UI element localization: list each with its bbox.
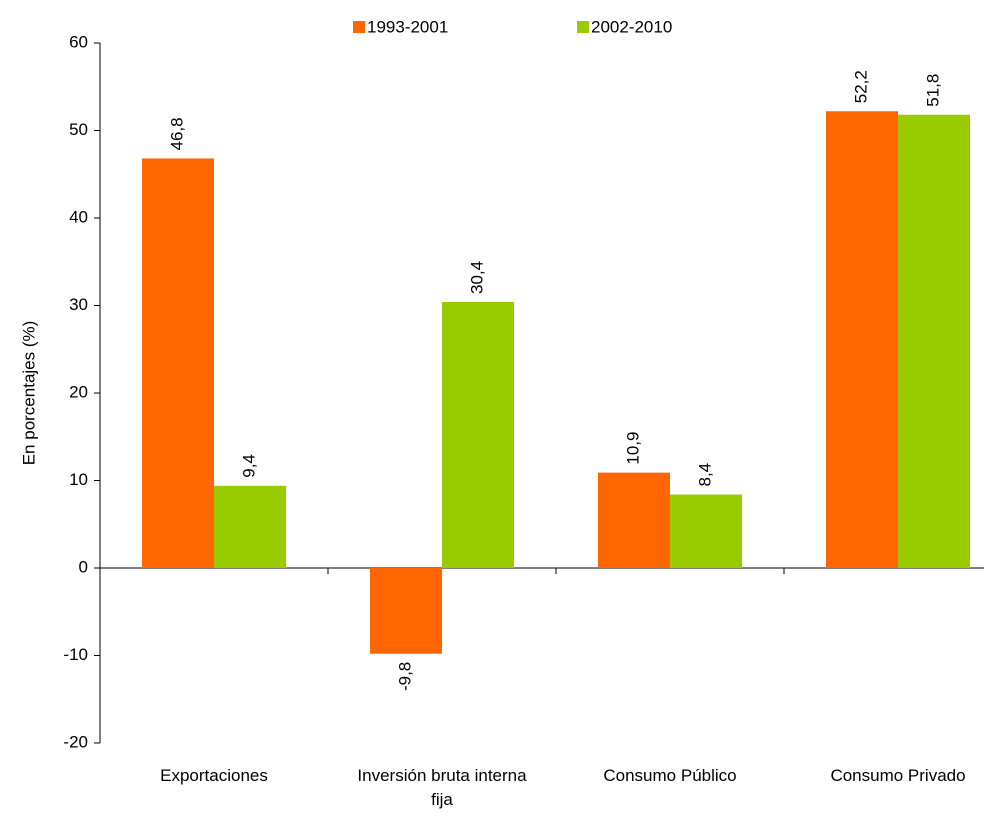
value-label: -9,8 bbox=[395, 662, 414, 691]
x-tick-label: Exportaciones bbox=[160, 766, 268, 785]
bar bbox=[670, 494, 742, 568]
legend-swatch bbox=[577, 21, 589, 33]
y-tick-label: 50 bbox=[69, 120, 88, 139]
y-tick-label: 20 bbox=[69, 382, 88, 401]
y-axis-label: En porcentajes (%) bbox=[19, 321, 38, 466]
value-label: 46,8 bbox=[167, 117, 186, 150]
value-label: 52,2 bbox=[851, 70, 870, 103]
legend-label: 2002-2010 bbox=[591, 17, 672, 36]
x-tick-label: Consumo Público bbox=[603, 766, 737, 785]
bar bbox=[142, 158, 214, 568]
value-label: 10,9 bbox=[623, 432, 642, 465]
bar bbox=[214, 485, 286, 568]
bar bbox=[370, 568, 442, 654]
bar bbox=[598, 472, 670, 568]
bar bbox=[826, 111, 898, 568]
bar bbox=[442, 302, 514, 568]
y-tick-label: 0 bbox=[79, 557, 88, 576]
y-tick-label: -20 bbox=[63, 732, 88, 751]
y-tick-label: 30 bbox=[69, 295, 88, 314]
y-tick-label: 10 bbox=[69, 470, 88, 489]
value-label: 51,8 bbox=[923, 74, 942, 107]
x-tick-label: Inversión bruta interna fija bbox=[357, 766, 527, 809]
value-label: 8,4 bbox=[695, 463, 714, 487]
y-tick-label: 40 bbox=[69, 207, 88, 226]
value-label: 30,4 bbox=[467, 261, 486, 294]
bar bbox=[898, 114, 970, 568]
x-tick-label: Consumo Privado bbox=[830, 766, 966, 785]
y-tick-label: 60 bbox=[69, 32, 88, 51]
value-label: 9,4 bbox=[239, 454, 258, 478]
y-tick-label: -10 bbox=[63, 645, 88, 664]
legend-swatch bbox=[353, 21, 365, 33]
legend-label: 1993-2001 bbox=[367, 17, 448, 36]
